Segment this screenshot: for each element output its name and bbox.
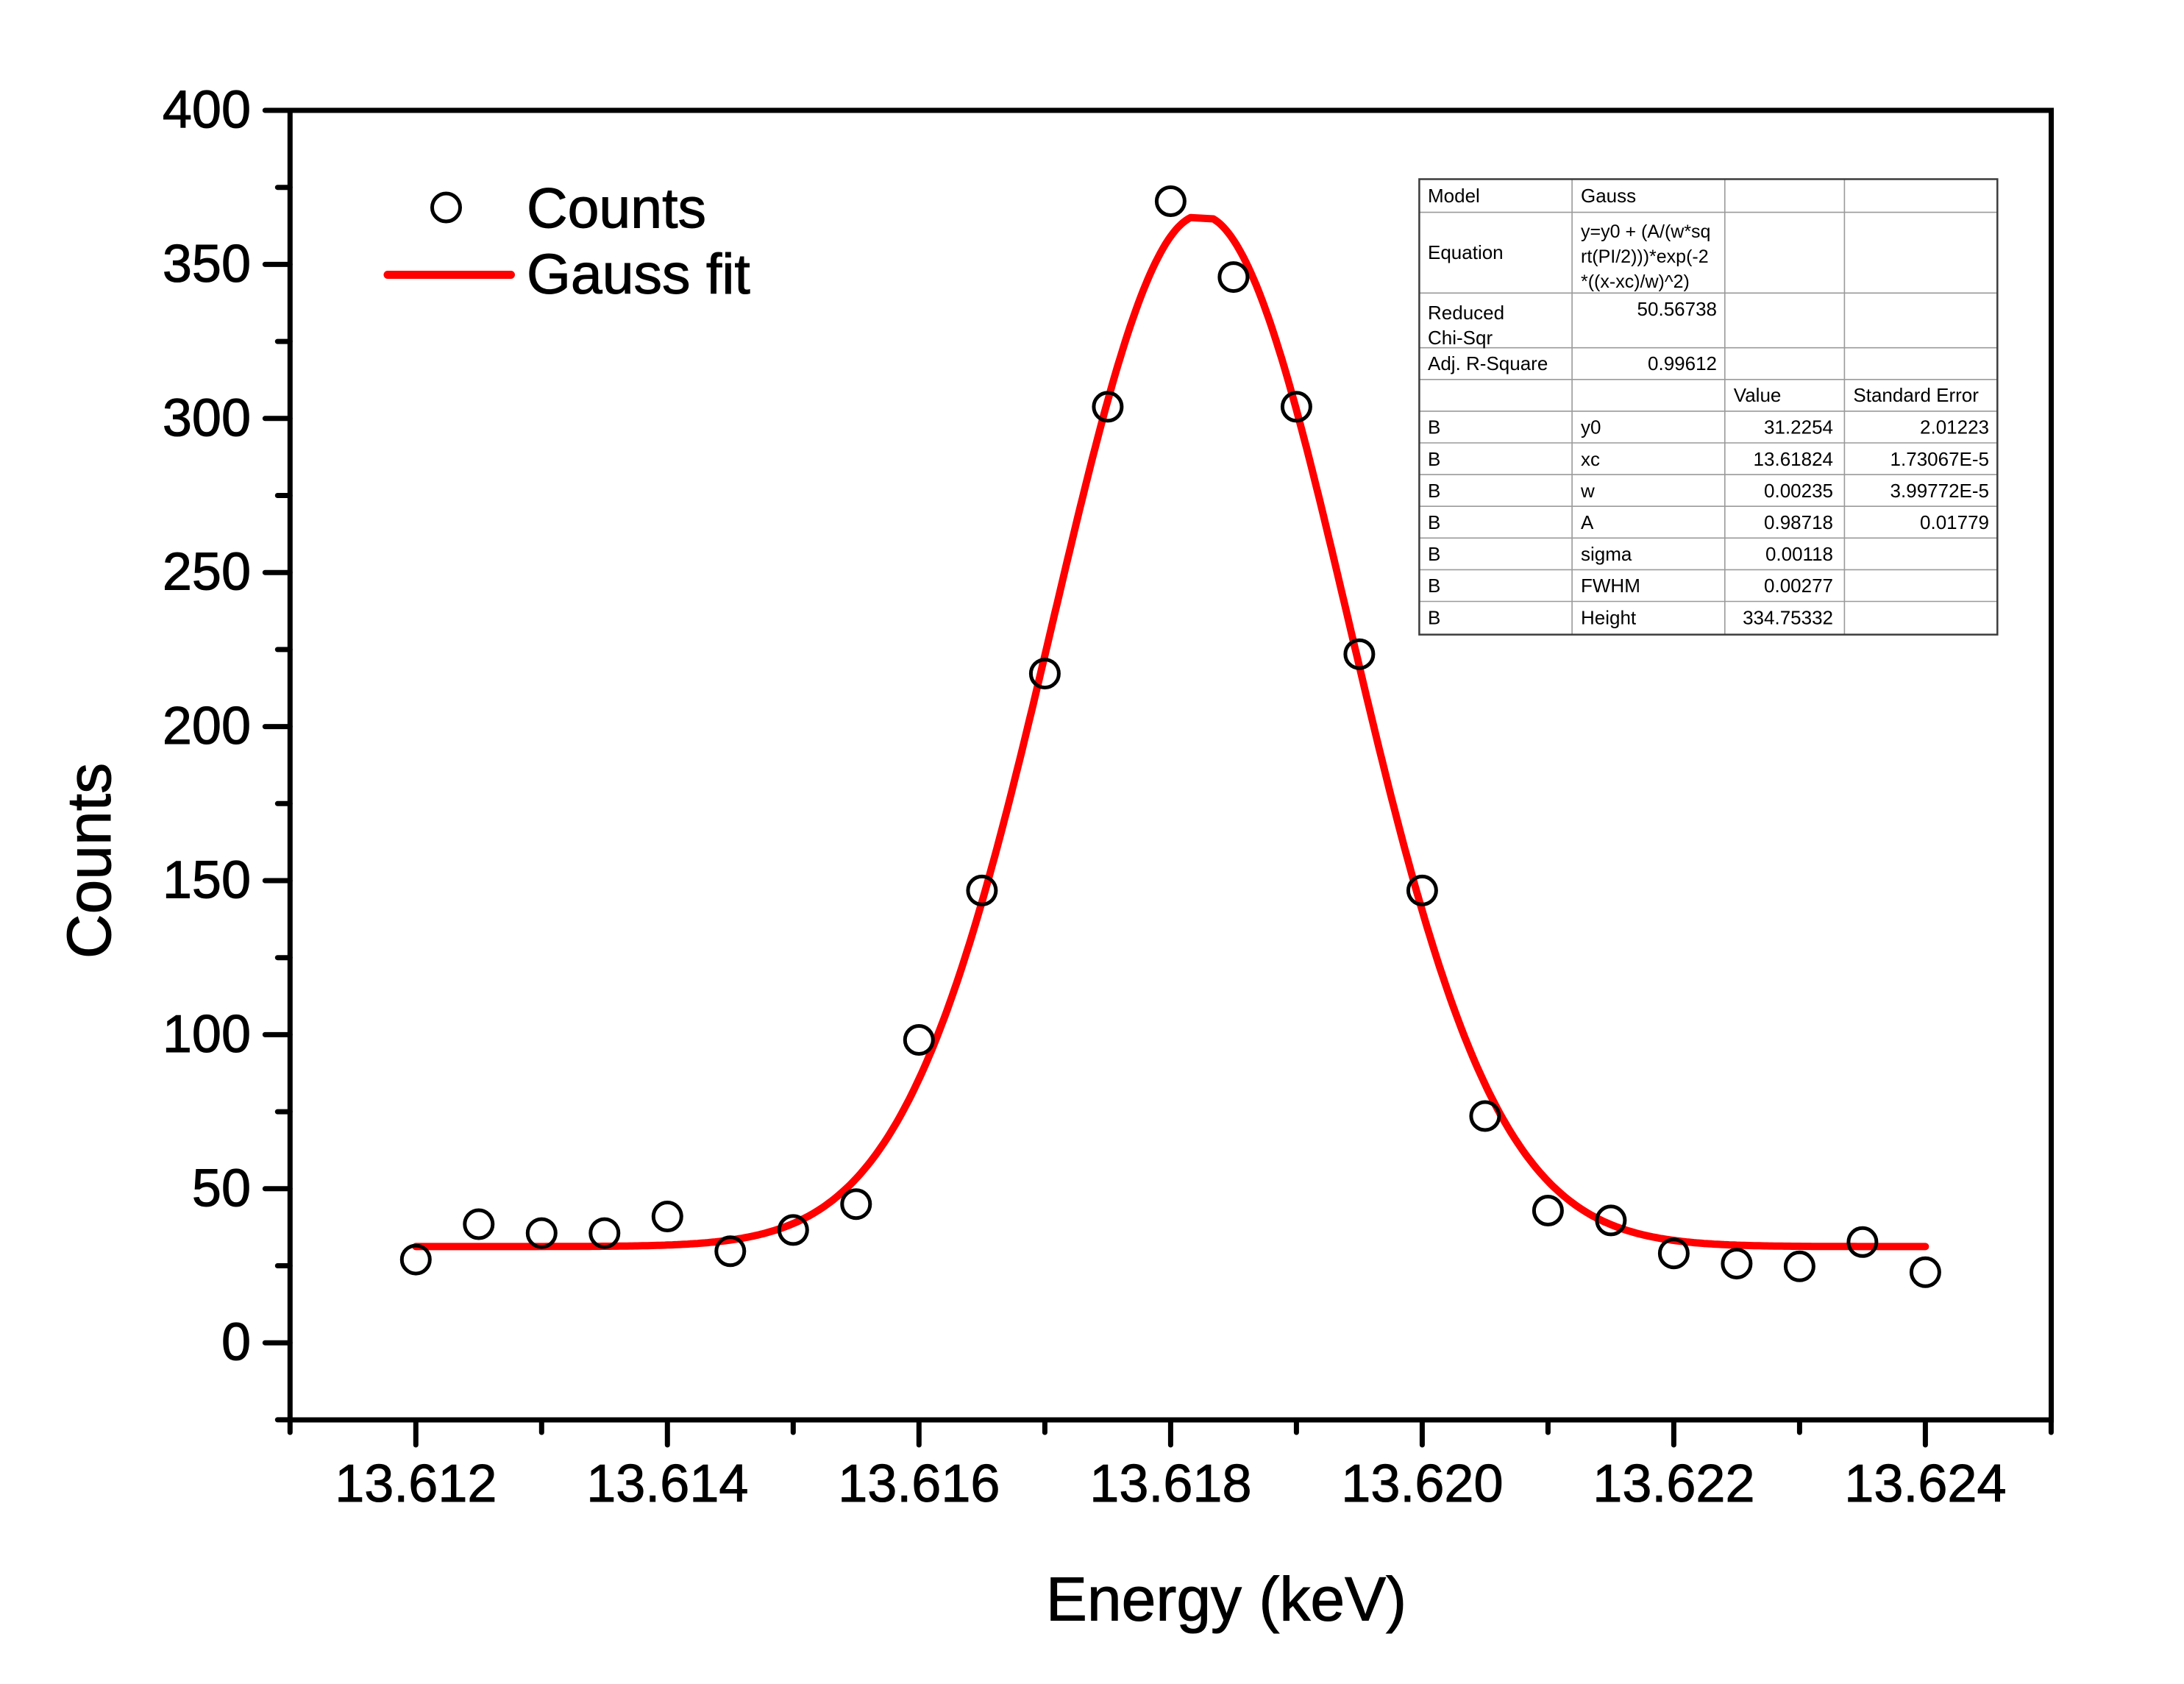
svg-text:334.75332: 334.75332 xyxy=(1743,606,1833,628)
svg-text:13.616: 13.616 xyxy=(838,1454,1000,1513)
svg-text:13.618: 13.618 xyxy=(1089,1454,1251,1513)
svg-text:13.622: 13.622 xyxy=(1593,1454,1754,1513)
svg-text:B: B xyxy=(1428,416,1440,438)
svg-text:*((x-xc)/w)^2): *((x-xc)/w)^2) xyxy=(1581,271,1690,292)
svg-text:rt(PI/2)))*exp(-2: rt(PI/2)))*exp(-2 xyxy=(1581,246,1709,267)
svg-text:FWHM: FWHM xyxy=(1581,575,1640,597)
svg-text:Energy (keV): Energy (keV) xyxy=(1046,1565,1406,1634)
svg-text:y0: y0 xyxy=(1581,416,1601,438)
svg-text:13.614: 13.614 xyxy=(586,1454,748,1513)
svg-text:350: 350 xyxy=(163,235,251,294)
svg-text:Reduced: Reduced xyxy=(1428,302,1504,324)
svg-text:0.00118: 0.00118 xyxy=(1765,543,1833,565)
svg-text:B: B xyxy=(1428,606,1440,628)
svg-text:Height: Height xyxy=(1581,606,1637,628)
svg-text:1.73067E-5: 1.73067E-5 xyxy=(1890,448,1989,470)
svg-text:0.00235: 0.00235 xyxy=(1764,480,1833,502)
svg-text:A: A xyxy=(1581,511,1594,533)
svg-text:0: 0 xyxy=(221,1313,251,1372)
svg-text:50.56738: 50.56738 xyxy=(1637,298,1717,320)
svg-text:Equation: Equation xyxy=(1428,241,1504,263)
svg-text:xc: xc xyxy=(1581,448,1600,470)
svg-text:Adj. R-Square: Adj. R-Square xyxy=(1428,352,1548,374)
svg-text:100: 100 xyxy=(163,1005,251,1064)
svg-text:y=y0 + (A/(w*sq: y=y0 + (A/(w*sq xyxy=(1581,221,1710,242)
svg-text:sigma: sigma xyxy=(1581,543,1632,565)
svg-text:150: 150 xyxy=(163,851,251,910)
svg-text:13.624: 13.624 xyxy=(1844,1454,2006,1513)
svg-text:200: 200 xyxy=(163,697,251,756)
svg-text:B: B xyxy=(1428,543,1440,565)
svg-text:B: B xyxy=(1428,448,1440,470)
svg-text:Counts: Counts xyxy=(54,763,124,959)
svg-text:B: B xyxy=(1428,511,1440,533)
svg-text:13.620: 13.620 xyxy=(1341,1454,1503,1513)
svg-text:0.98718: 0.98718 xyxy=(1764,511,1833,533)
svg-text:0.01779: 0.01779 xyxy=(1920,511,1989,533)
svg-text:Standard Error: Standard Error xyxy=(1853,384,1979,406)
svg-text:2.01223: 2.01223 xyxy=(1920,416,1989,438)
svg-text:Gauss fit: Gauss fit xyxy=(527,243,750,306)
svg-text:0.00277: 0.00277 xyxy=(1764,575,1833,597)
svg-text:400: 400 xyxy=(163,81,251,140)
svg-text:Model: Model xyxy=(1428,185,1480,207)
svg-text:B: B xyxy=(1428,480,1440,502)
svg-text:Chi-Sqr: Chi-Sqr xyxy=(1428,327,1493,349)
svg-text:300: 300 xyxy=(163,388,251,447)
svg-text:0.99612: 0.99612 xyxy=(1648,352,1717,374)
svg-text:50: 50 xyxy=(192,1159,251,1218)
svg-text:Gauss: Gauss xyxy=(1581,185,1636,207)
svg-text:Counts: Counts xyxy=(527,177,706,240)
svg-text:31.2254: 31.2254 xyxy=(1764,416,1833,438)
svg-text:13.612: 13.612 xyxy=(335,1454,497,1513)
svg-text:13.61824: 13.61824 xyxy=(1754,448,1833,470)
svg-text:250: 250 xyxy=(163,543,251,602)
svg-text:3.99772E-5: 3.99772E-5 xyxy=(1890,480,1989,502)
svg-text:w: w xyxy=(1580,480,1595,502)
svg-text:B: B xyxy=(1428,575,1440,597)
svg-text:Value: Value xyxy=(1734,384,1782,406)
